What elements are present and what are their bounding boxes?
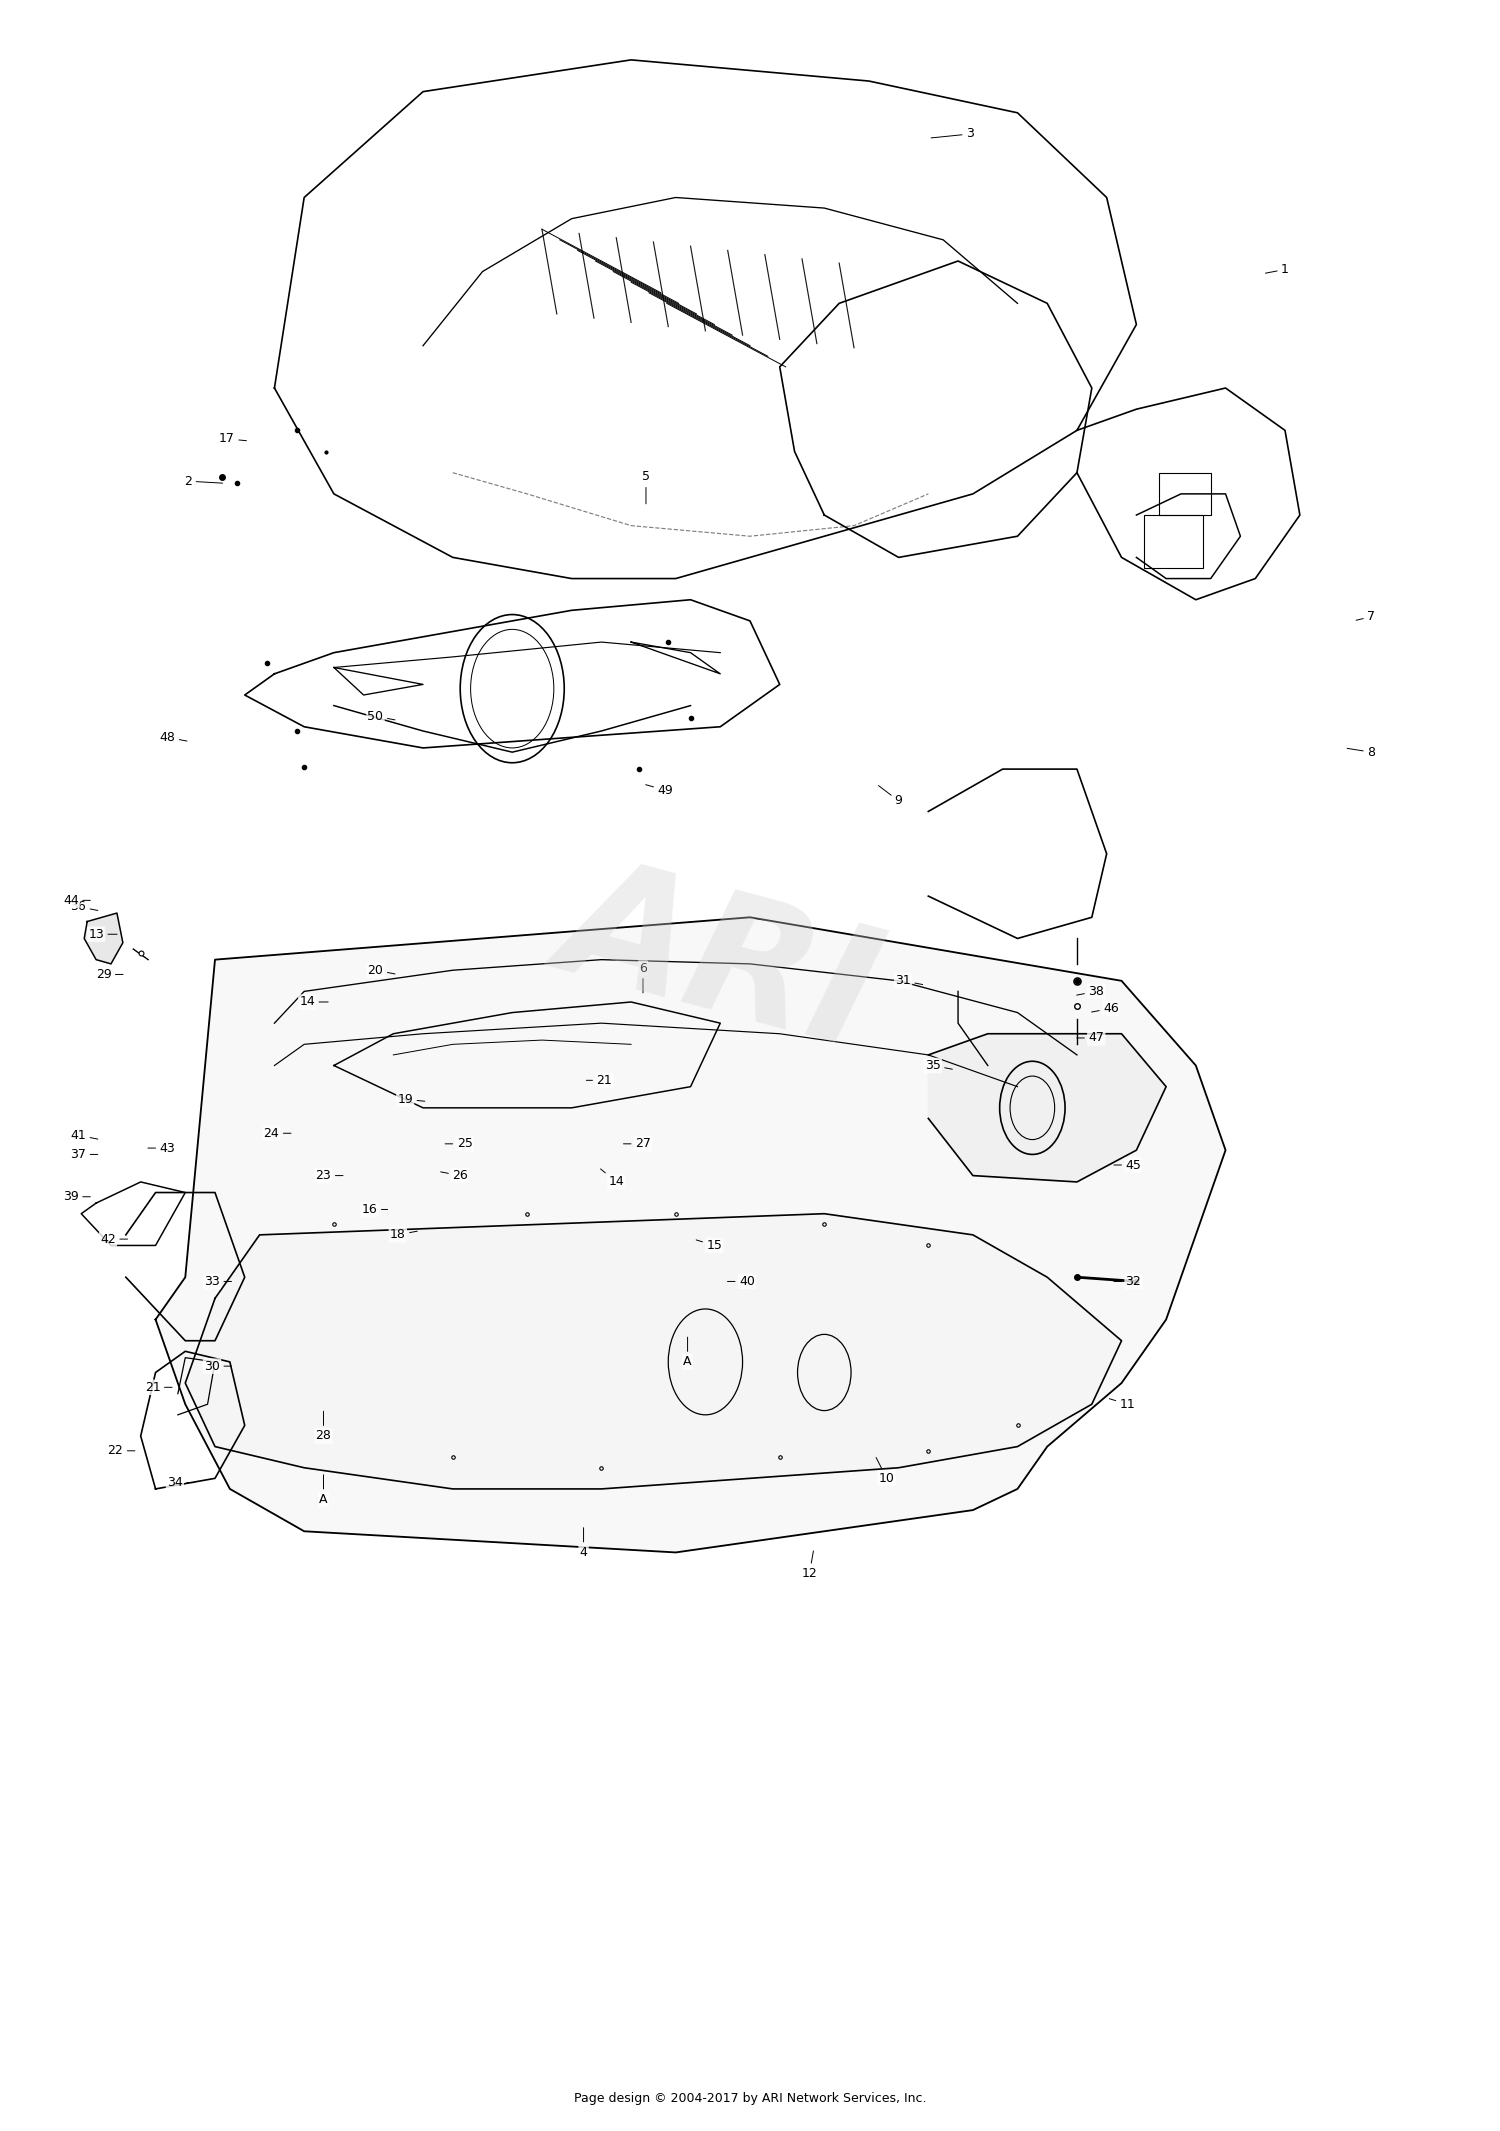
Text: 36: 36 xyxy=(70,899,98,914)
Polygon shape xyxy=(186,1215,1122,1490)
Text: ARI: ARI xyxy=(544,840,896,1080)
Text: 33: 33 xyxy=(204,1274,231,1287)
Polygon shape xyxy=(928,1034,1166,1183)
Text: 1: 1 xyxy=(1266,262,1288,277)
Text: 25: 25 xyxy=(446,1138,472,1151)
Text: 40: 40 xyxy=(728,1274,754,1287)
Text: 45: 45 xyxy=(1114,1159,1142,1172)
Text: 13: 13 xyxy=(88,927,117,940)
Text: A: A xyxy=(684,1336,692,1368)
Text: 19: 19 xyxy=(398,1093,424,1106)
Text: 31: 31 xyxy=(896,974,922,987)
Text: 43: 43 xyxy=(148,1142,176,1155)
Text: 32: 32 xyxy=(1114,1274,1142,1287)
Text: 46: 46 xyxy=(1092,1002,1119,1014)
Text: A: A xyxy=(320,1475,327,1507)
Text: 23: 23 xyxy=(315,1170,344,1183)
Text: 27: 27 xyxy=(624,1138,651,1151)
Text: 18: 18 xyxy=(390,1227,417,1242)
Text: 29: 29 xyxy=(96,967,123,980)
Polygon shape xyxy=(84,912,123,963)
Text: 6: 6 xyxy=(639,961,646,993)
Bar xyxy=(1158,473,1210,516)
Text: 41: 41 xyxy=(70,1129,98,1142)
Text: 21: 21 xyxy=(586,1074,612,1087)
Text: 4: 4 xyxy=(579,1528,588,1560)
Text: 9: 9 xyxy=(879,786,903,808)
Text: 8: 8 xyxy=(1347,746,1376,759)
Text: 15: 15 xyxy=(696,1238,723,1251)
Text: 26: 26 xyxy=(441,1170,468,1183)
Text: 11: 11 xyxy=(1110,1398,1136,1411)
Text: 50: 50 xyxy=(368,710,394,722)
Text: 3: 3 xyxy=(932,128,974,141)
Text: 7: 7 xyxy=(1356,609,1376,622)
Bar xyxy=(1144,516,1203,569)
Text: 10: 10 xyxy=(876,1458,894,1485)
Text: 47: 47 xyxy=(1077,1031,1104,1044)
Text: 21: 21 xyxy=(144,1381,172,1394)
Text: 44: 44 xyxy=(63,893,90,908)
Text: Page design © 2004-2017 by ARI Network Services, Inc.: Page design © 2004-2017 by ARI Network S… xyxy=(573,2093,926,2105)
Polygon shape xyxy=(156,916,1226,1553)
Text: 42: 42 xyxy=(100,1232,128,1247)
Text: 22: 22 xyxy=(108,1445,135,1458)
Text: 49: 49 xyxy=(645,784,674,797)
Text: 28: 28 xyxy=(315,1411,332,1443)
Text: 30: 30 xyxy=(204,1360,231,1372)
Text: 35: 35 xyxy=(926,1059,952,1072)
Text: 5: 5 xyxy=(642,471,650,503)
Text: 20: 20 xyxy=(368,963,394,976)
Text: 34: 34 xyxy=(166,1477,195,1490)
Text: 16: 16 xyxy=(362,1204,387,1217)
Text: 38: 38 xyxy=(1077,985,1104,997)
Text: 14: 14 xyxy=(600,1170,624,1189)
Text: 37: 37 xyxy=(70,1149,98,1161)
Text: 39: 39 xyxy=(63,1191,90,1204)
Text: 17: 17 xyxy=(219,433,246,445)
Text: 24: 24 xyxy=(264,1127,291,1140)
Text: 14: 14 xyxy=(300,995,328,1008)
Text: 48: 48 xyxy=(159,731,188,744)
Text: 2: 2 xyxy=(184,475,222,488)
Text: 12: 12 xyxy=(801,1551,818,1579)
